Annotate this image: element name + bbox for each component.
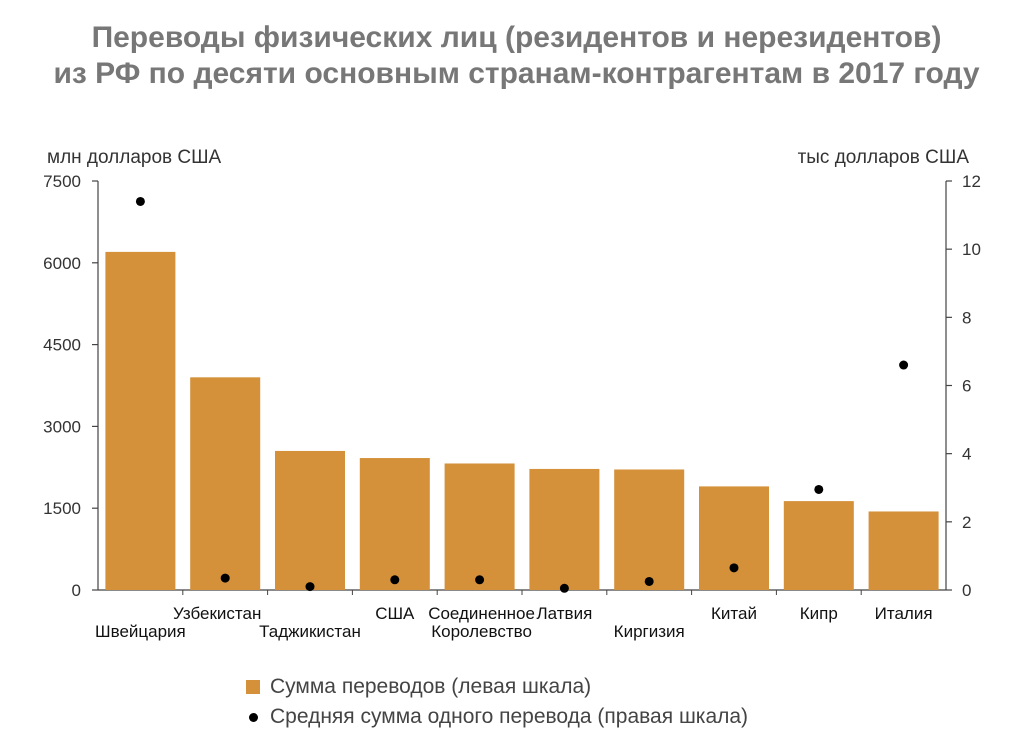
legend-label-bars: Сумма переводов (левая шкала) bbox=[270, 675, 592, 698]
right-y-tick-label: 8 bbox=[962, 308, 971, 327]
data-point bbox=[644, 576, 654, 586]
bar bbox=[614, 469, 685, 590]
data-point bbox=[899, 360, 909, 370]
bar bbox=[699, 486, 769, 590]
left-y-tick-label: 0 bbox=[72, 581, 81, 600]
right-y-tick-label: 12 bbox=[962, 172, 981, 191]
category-label: США bbox=[375, 604, 415, 623]
right-y-tick-label: 4 bbox=[962, 445, 971, 464]
bar bbox=[359, 458, 430, 590]
data-point bbox=[305, 582, 315, 592]
data-point bbox=[475, 575, 485, 585]
bar bbox=[190, 377, 261, 590]
bar bbox=[783, 501, 854, 590]
bar bbox=[868, 511, 939, 590]
bar bbox=[105, 251, 176, 591]
right-axis-unit-label: тыс долларов США bbox=[797, 147, 969, 168]
category-label: Узбекистан bbox=[173, 604, 261, 623]
left-y-tick-label: 3000 bbox=[43, 417, 81, 436]
category-label: Киргизия bbox=[614, 622, 685, 641]
left-y-tick-label: 4500 bbox=[43, 336, 81, 355]
left-y-tick-label: 7500 bbox=[43, 172, 81, 191]
chart-title-line-1: Переводы физических лиц (резидентов и не… bbox=[91, 21, 942, 54]
legend-item-bars: Сумма переводов (левая шкала) bbox=[246, 672, 748, 702]
category-label: Латвия bbox=[537, 604, 593, 623]
bar bbox=[529, 468, 600, 590]
chart-title-line-2: из РФ по десяти основным странам-контраг… bbox=[53, 57, 980, 90]
legend-dot-swatch bbox=[249, 712, 258, 722]
chart-title: Переводы физических лиц (резидентов и не… bbox=[0, 20, 1033, 92]
data-point bbox=[135, 196, 145, 206]
right-y-tick-label: 0 bbox=[962, 581, 971, 600]
category-label: Швейцария bbox=[95, 622, 186, 641]
data-point bbox=[729, 563, 739, 573]
right-y-tick-label: 6 bbox=[962, 377, 971, 396]
data-point bbox=[814, 484, 824, 494]
right-y-tick-label: 2 bbox=[962, 513, 971, 532]
data-point bbox=[390, 575, 400, 585]
category-label: Таджикистан bbox=[259, 622, 361, 641]
right-y-tick-label: 10 bbox=[962, 240, 981, 259]
category-label: Китай bbox=[711, 604, 757, 623]
data-point bbox=[559, 583, 569, 593]
left-y-tick-label: 6000 bbox=[43, 254, 81, 273]
legend-label-dots: Средняя сумма одного перевода (правая шк… bbox=[270, 705, 749, 728]
data-point bbox=[220, 573, 230, 583]
left-y-tick-label: 1500 bbox=[43, 499, 81, 518]
chart-legend: Сумма переводов (левая шкала) Средняя су… bbox=[246, 672, 748, 732]
bar bbox=[444, 463, 515, 590]
category-label: Италия bbox=[875, 604, 933, 623]
category-label: Кипр bbox=[800, 604, 838, 623]
legend-item-dots: Средняя сумма одного перевода (правая шк… bbox=[246, 702, 748, 732]
legend-bar-swatch bbox=[246, 680, 260, 694]
left-axis-unit-label: млн долларов США bbox=[47, 147, 222, 168]
category-label: Соединенное Королевство bbox=[428, 604, 535, 641]
bar bbox=[275, 450, 345, 590]
